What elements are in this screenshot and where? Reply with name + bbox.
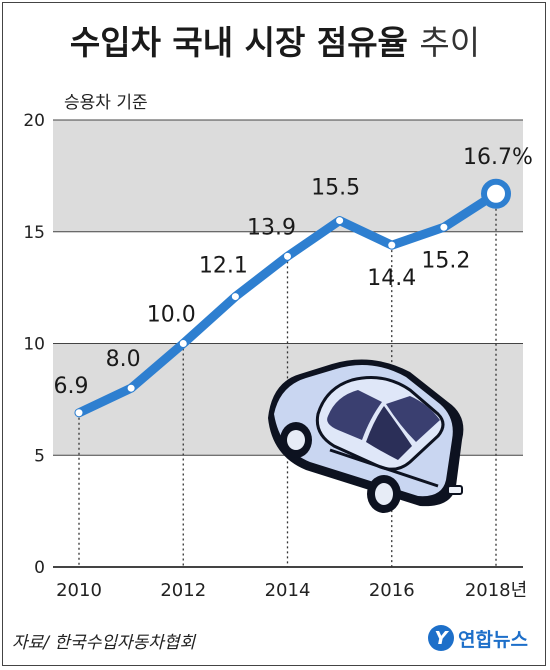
point-2015 [336,217,344,225]
point-2012 [179,340,187,347]
data-label-2012: 10.0 [147,303,196,328]
x-tick-label-2012: 2012 [160,580,206,601]
data-label-2011: 8.0 [106,347,141,372]
point-2010 [75,409,83,417]
brand-name: 연합뉴스 [458,628,528,651]
y-tick-label-5: 5 [34,446,45,466]
y-axis-tick-labels: 0 5 10 15 20 [23,111,45,578]
point-2014 [284,252,291,260]
data-labels: 6.9 8.010.012.1 13.9 15.5 14.415.2 16.7% [54,145,533,399]
data-label-2017: 15.2 [421,248,470,273]
data-label-2016: 14.4 [367,266,416,291]
title-main: 수입차 국내 시장 점유율 [69,23,408,62]
chart-subtitle: 승용차 기준 [64,93,148,113]
y-tick-label-20: 20 [23,111,45,131]
series-points [75,178,511,417]
data-label-2013: 12.1 [199,254,248,279]
x-axis-tick-labels: 2010 2012 2014 2016 2018년 [56,580,527,601]
x-tick-label-2016: 2016 [369,580,415,601]
point-2017 [440,223,448,231]
band-1 [53,120,523,232]
source-note: 자료/ 한국수입자동차협회 [12,633,196,653]
x-tick-label-2010: 2010 [56,580,102,601]
point-2013 [231,293,239,301]
y-tick-label-0: 0 [34,558,45,578]
data-label-2018: 16.7% [463,145,533,170]
brand-logo: Y 연합뉴스 [428,620,528,656]
y-tick-label-15: 15 [23,223,45,243]
point-2016 [388,241,396,249]
chart-title: 수입차 국내 시장 점유율 추이 [0,16,550,64]
y-tick-label-10: 10 [23,335,45,355]
brand-mark-icon: Y [428,625,454,651]
car-illustration-icon [268,359,464,513]
data-label-2010: 6.9 [54,374,89,399]
point-2011 [127,384,135,392]
data-label-2015: 15.5 [311,176,360,201]
title-tail: 추이 [419,23,481,62]
x-tick-label-2014: 2014 [265,580,311,601]
point-2018 [481,178,511,209]
x-tick-label-2018: 2018년 [465,580,527,601]
data-label-2014: 13.9 [247,215,296,240]
